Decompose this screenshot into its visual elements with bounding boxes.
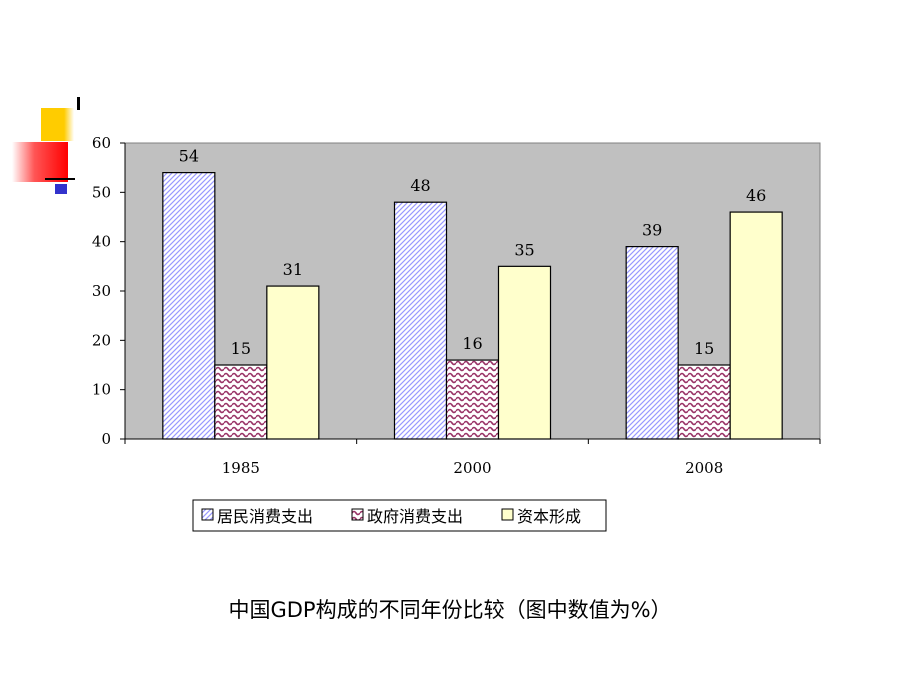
bar-series-2-2000 — [445, 359, 500, 440]
legend-swatch-series-2 — [351, 508, 364, 521]
legend: 居民消费支出 政府消费支出 资本形成 — [192, 499, 607, 532]
x-tick-label-2008: 2008 — [685, 459, 723, 477]
data-label-series-1-2000: 48 — [410, 176, 430, 195]
slide-decoration-horizontal-line — [45, 178, 75, 180]
slide-decoration-blue-square — [55, 184, 67, 194]
data-label-series-1-2008: 39 — [642, 221, 662, 240]
bar-series-3-2008 — [729, 211, 783, 440]
bar-series-1-1985 — [162, 172, 216, 440]
slide-decoration-red-gradient — [12, 142, 68, 182]
legend-label-series-2: 政府消费支出 — [367, 507, 463, 526]
slide-decoration-vertical-line — [77, 97, 80, 110]
chart-caption: 中国GDP构成的不同年份比较（图中数值为%） — [228, 598, 672, 622]
data-label-series-1-1985: 54 — [179, 147, 199, 166]
y-tick-label: 40 — [92, 233, 111, 251]
bar-series-2-1985 — [214, 364, 268, 440]
legend-swatch-series-3 — [501, 508, 514, 521]
x-tick-label-2000: 2000 — [453, 459, 491, 477]
bar-series-3-2000 — [497, 265, 552, 440]
legend-box — [192, 499, 607, 532]
y-tick-label: 60 — [92, 134, 111, 152]
data-label-series-2-2000: 16 — [462, 334, 482, 353]
y-tick-label: 50 — [92, 183, 111, 201]
bar-series-2-2008 — [677, 364, 731, 440]
legend-swatch-series-1 — [201, 508, 214, 521]
slide-decoration-yellow-square — [41, 108, 74, 141]
bar-series-3-1985 — [266, 285, 320, 440]
data-label-series-2-1985: 15 — [231, 339, 251, 358]
y-tick-label: 20 — [92, 331, 111, 349]
bar-series-1-2000 — [393, 201, 448, 440]
data-label-series-3-2008: 46 — [746, 186, 766, 205]
bar-series-1-2008 — [625, 246, 679, 440]
data-label-series-3-1985: 31 — [283, 260, 303, 279]
legend-label-series-3: 资本形成 — [517, 507, 581, 526]
data-label-series-2-2008: 15 — [694, 339, 714, 358]
legend-label-series-1: 居民消费支出 — [217, 507, 313, 526]
y-tick-label: 0 — [101, 430, 111, 448]
y-tick-label: 10 — [92, 381, 111, 399]
data-label-series-3-2000: 35 — [514, 240, 534, 259]
x-tick-label-1985: 1985 — [222, 459, 260, 477]
y-tick-label: 30 — [92, 282, 111, 300]
